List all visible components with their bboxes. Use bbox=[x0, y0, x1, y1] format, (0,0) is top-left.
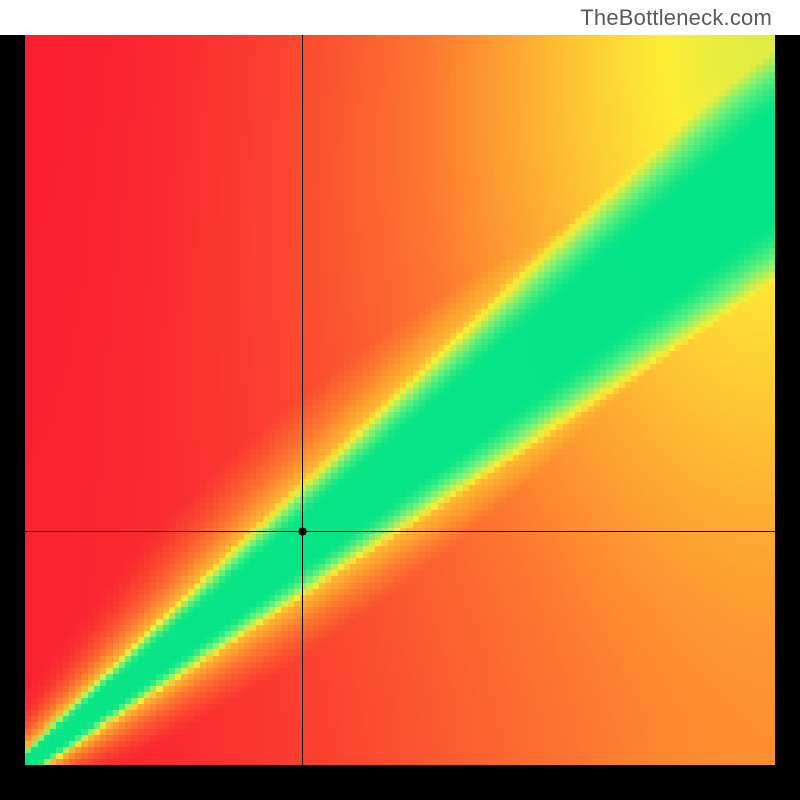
heatmap-canvas bbox=[25, 35, 775, 765]
frame-border-left bbox=[0, 35, 25, 800]
page-root: { "watermark": { "text": "TheBottleneck.… bbox=[0, 0, 800, 800]
top-bar: TheBottleneck.com bbox=[0, 0, 800, 35]
heatmap-chart bbox=[25, 35, 775, 765]
frame-border-bottom bbox=[0, 765, 800, 800]
watermark-text: TheBottleneck.com bbox=[580, 5, 772, 31]
frame-border-right bbox=[775, 35, 800, 800]
